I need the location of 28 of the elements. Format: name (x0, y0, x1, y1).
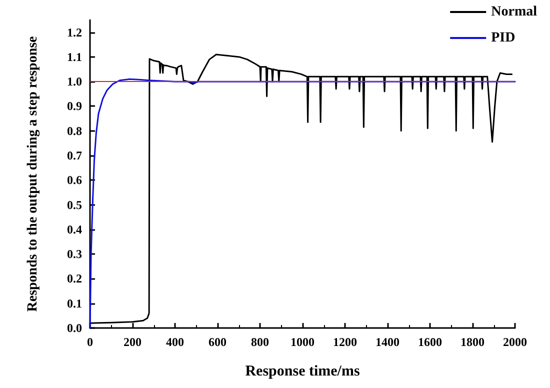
y-tick-label: 0.5 (67, 198, 82, 212)
y-tick-label: 0.8 (67, 124, 82, 138)
y-tick-label: 0.1 (67, 296, 82, 310)
y-tick-label: 1.1 (67, 50, 82, 64)
legend-label: Normal (491, 4, 538, 20)
x-tick-label: 1200 (333, 335, 357, 349)
legend-label: PID (491, 30, 516, 46)
y-tick-label: 0.6 (67, 173, 82, 188)
x-tick-label: 200 (124, 335, 142, 349)
x-tick-label: 1000 (290, 335, 314, 349)
x-tick-label: 800 (251, 335, 269, 349)
y-tick-label: 0.2 (67, 272, 82, 286)
y-tick-label: 1.2 (67, 25, 82, 40)
y-tick-label: 0.9 (67, 99, 82, 114)
y-tick-label: 0.4 (67, 222, 82, 236)
y-tick-label: 1.0 (67, 74, 82, 89)
x-tick-label: 400 (166, 335, 184, 349)
y-tick-label: 0.0 (67, 321, 82, 335)
x-axis-title: Response time/ms (245, 364, 360, 380)
x-tick-label: 600 (208, 335, 226, 349)
y-axis-title: Responds to the output during a step response (26, 36, 40, 312)
x-tick-label: 1400 (376, 335, 400, 349)
x-tick-label: 2000 (503, 335, 527, 349)
x-tick-label: 1800 (460, 335, 484, 349)
y-tick-label: 0.3 (67, 247, 82, 262)
y-tick-label: 0.7 (67, 148, 82, 163)
x-tick-label: 1600 (418, 335, 442, 349)
x-tick-label: 0 (87, 335, 93, 349)
